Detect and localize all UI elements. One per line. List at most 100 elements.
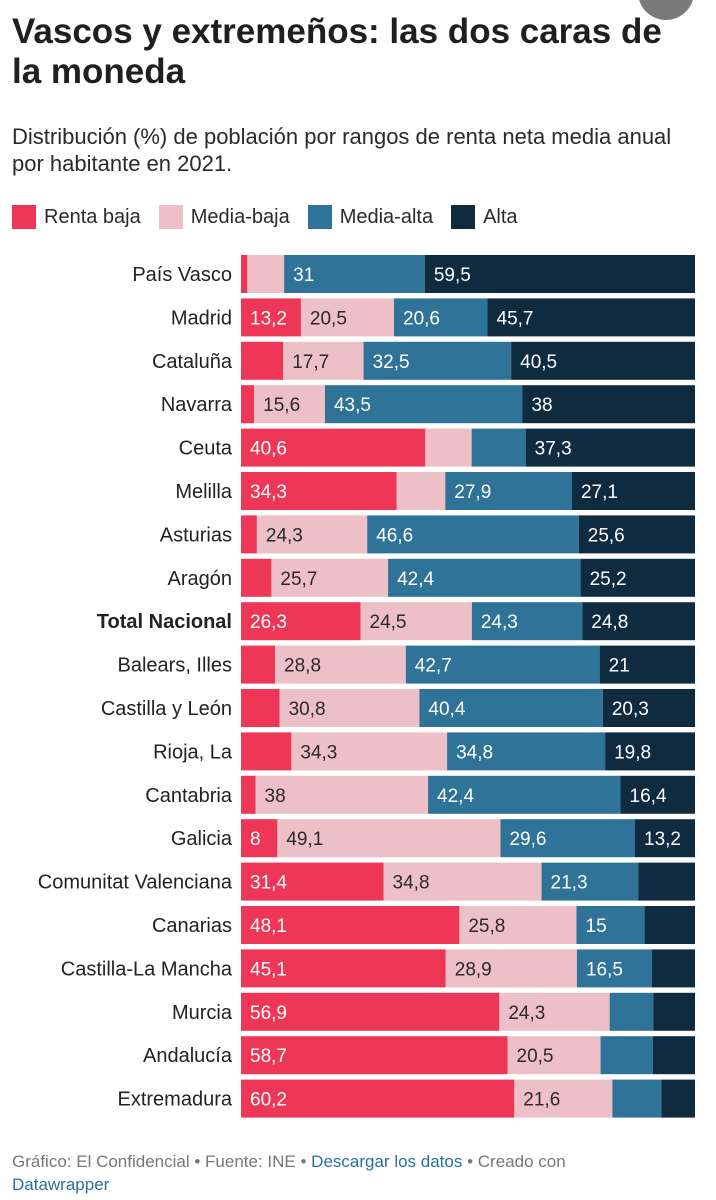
bar-segment-renta-baja <box>241 472 397 510</box>
data-label: 43,5 <box>334 395 371 416</box>
data-label: 25,7 <box>280 569 317 590</box>
data-label: 20,5 <box>310 308 347 329</box>
bar-segment-alta <box>620 775 695 814</box>
bar-segment-media-baja <box>275 645 406 684</box>
bar-segment-renta-baja <box>241 862 384 901</box>
data-label: 38 <box>531 395 552 416</box>
footer-separator: • <box>295 1152 312 1171</box>
data-label: 34,8 <box>393 873 430 894</box>
category-label: Ceuta <box>179 438 233 460</box>
data-label: 40,4 <box>428 699 465 720</box>
data-label: 21,3 <box>551 873 588 894</box>
bar-segment-renta-baja <box>241 428 426 467</box>
bar-segment-media-alta <box>500 819 636 858</box>
bar-segment-media-baja <box>383 862 542 901</box>
bar-row-andalucia: Andalucía 58,7 20,5 <box>143 1036 695 1075</box>
category-label: Cantabria <box>145 785 233 807</box>
data-label: 20,6 <box>403 308 440 329</box>
category-label: Madrid <box>171 307 232 329</box>
data-label: 24,3 <box>508 1003 545 1024</box>
legend-label-renta-baja: Renta baja <box>44 205 141 228</box>
footer-separator: • <box>462 1152 478 1171</box>
data-label: 25,8 <box>468 916 505 937</box>
data-label: 24,3 <box>266 525 303 546</box>
bar-segment-renta-baja <box>241 1036 508 1075</box>
data-label: 29,6 <box>509 829 546 850</box>
datawrapper-link[interactable]: Datawrapper <box>12 1175 110 1194</box>
bar-segment-alta <box>652 1036 695 1075</box>
bar-segment-media-alta <box>541 862 639 901</box>
bar-segment-media-alta <box>405 645 600 684</box>
data-label: 27,1 <box>581 482 618 503</box>
bar-segment-alta <box>487 298 695 337</box>
bar-segment-renta-baja <box>241 602 361 641</box>
bar-segment-media-baja <box>254 385 325 424</box>
bar-segment-alta <box>653 992 695 1031</box>
bar-row-navarra: Navarra 15,6 43,5 38 <box>161 385 695 424</box>
bar-segment-media-baja <box>256 515 368 554</box>
bar-segment-renta-baja <box>241 819 278 858</box>
footer-credit: Gráfico: El Confidencial <box>12 1152 190 1171</box>
data-label: 19,8 <box>614 742 651 763</box>
data-label: 60,2 <box>250 1090 287 1111</box>
bar-segment-renta-baja <box>241 1079 515 1118</box>
legend-item-media-alta: Media-alta <box>307 205 433 229</box>
category-label: Melilla <box>175 481 233 503</box>
data-label: 48,1 <box>250 916 287 937</box>
category-label: Murcia <box>172 1002 233 1024</box>
data-label: 28,8 <box>284 656 321 677</box>
bar-segment-media-baja <box>255 775 429 814</box>
data-label: 27,9 <box>454 482 491 503</box>
data-label: 21,6 <box>523 1090 560 1111</box>
bar-row-galicia: Galicia 8 49,1 29,6 13,2 <box>171 819 695 858</box>
data-label: 37,3 <box>535 439 572 460</box>
bar-segment-media-baja <box>291 732 448 771</box>
category-label: Aragón <box>168 568 233 590</box>
overflow-menu-button[interactable] <box>638 0 694 20</box>
bar-row-balears-illes: Balears, Illes 28,8 42,7 21 <box>118 645 695 684</box>
data-label: 21 <box>609 656 630 677</box>
bar-segment-media-baja <box>396 472 446 510</box>
bar-segment-media-alta <box>367 515 579 554</box>
data-label: 15,6 <box>263 395 300 416</box>
data-label: 34,3 <box>250 482 287 503</box>
bar-segment-media-alta <box>324 385 523 424</box>
category-label: Asturias <box>160 524 232 546</box>
bar-segment-media-alta <box>471 428 526 467</box>
data-label: 25,6 <box>588 525 625 546</box>
bar-segment-alta <box>571 472 695 510</box>
data-label: 59,5 <box>434 265 471 286</box>
bar-segment-alta <box>525 428 695 467</box>
category-label: Extremadura <box>118 1089 233 1111</box>
bar-row-rioja-la: Rioja, La 34,3 34,8 19,8 <box>153 732 695 771</box>
bar-row-madrid: Madrid 13,2 20,5 20,6 45,7 <box>171 298 695 337</box>
bar-segment-media-baja <box>445 949 577 988</box>
category-label: Total Nacional <box>97 611 232 633</box>
bar-segment-media-baja <box>271 558 389 597</box>
bar-segment-media-alta <box>363 341 512 380</box>
bar-segment-media-baja <box>459 906 577 944</box>
data-label: 42,7 <box>415 656 452 677</box>
bar-segment-media-alta <box>576 949 652 988</box>
legend-swatch-media-baja <box>158 205 183 229</box>
category-label: Cataluña <box>152 351 233 373</box>
data-label: 16,5 <box>586 959 623 980</box>
data-label: 25,2 <box>590 569 627 590</box>
legend-item-renta-baja: Renta baja <box>12 205 141 229</box>
download-data-link[interactable]: Descargar los datos <box>311 1152 463 1171</box>
bar-segment-renta-baja <box>241 298 301 337</box>
bar-segment-media-baja <box>425 428 472 467</box>
bar-segment-renta-baja <box>241 906 460 944</box>
data-label: 34,3 <box>300 742 337 763</box>
bar-segment-alta <box>644 906 695 944</box>
legend-label-media-baja: Media-baja <box>190 205 290 228</box>
data-label: 8 <box>250 829 261 850</box>
category-label: Canarias <box>152 915 232 937</box>
bar-segment-renta-baja <box>241 515 257 554</box>
bar-row-total-nacional: Total Nacional 26,3 24,5 24,3 24,8 <box>97 602 695 641</box>
bar-row-pais-vasco: País Vasco 31 59,5 <box>132 255 695 293</box>
bar-segment-media-alta <box>419 689 603 727</box>
data-label: 24,8 <box>591 612 628 633</box>
data-label: 17,7 <box>292 352 329 373</box>
data-label: 20,3 <box>612 699 649 720</box>
